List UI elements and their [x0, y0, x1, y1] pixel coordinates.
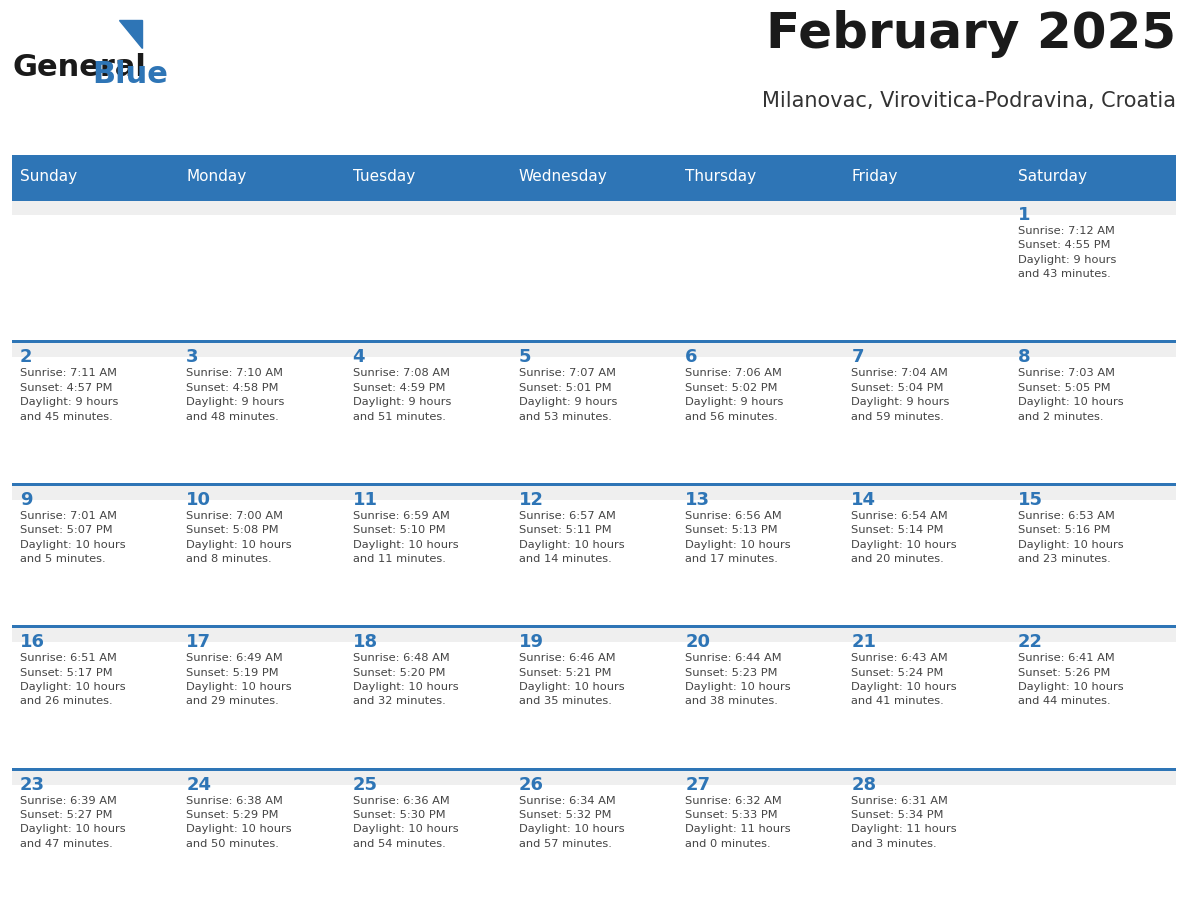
Text: 25: 25 [353, 776, 378, 793]
Text: Sunrise: 7:12 AM
Sunset: 4:55 PM
Daylight: 9 hours
and 43 minutes.: Sunrise: 7:12 AM Sunset: 4:55 PM Dayligh… [1018, 226, 1116, 279]
Bar [12, 767, 1176, 770]
Text: 23: 23 [20, 776, 45, 793]
Bar [511, 155, 677, 198]
Text: Wednesday: Wednesday [519, 169, 607, 184]
Text: 4: 4 [353, 349, 365, 366]
Text: Sunrise: 6:36 AM
Sunset: 5:30 PM
Daylight: 10 hours
and 54 minutes.: Sunrise: 6:36 AM Sunset: 5:30 PM Dayligh… [353, 796, 459, 849]
Bar [12, 499, 1176, 625]
Text: Sunrise: 6:59 AM
Sunset: 5:10 PM
Daylight: 10 hours
and 11 minutes.: Sunrise: 6:59 AM Sunset: 5:10 PM Dayligh… [353, 510, 459, 564]
Text: Blue: Blue [91, 60, 168, 89]
Bar [178, 155, 345, 198]
Bar [1010, 155, 1176, 198]
Bar [12, 343, 1176, 357]
Text: 3: 3 [187, 349, 198, 366]
Text: Sunrise: 7:06 AM
Sunset: 5:02 PM
Daylight: 9 hours
and 56 minutes.: Sunrise: 7:06 AM Sunset: 5:02 PM Dayligh… [685, 368, 784, 421]
Text: Sunrise: 6:34 AM
Sunset: 5:32 PM
Daylight: 10 hours
and 57 minutes.: Sunrise: 6:34 AM Sunset: 5:32 PM Dayligh… [519, 796, 625, 849]
Text: 8: 8 [1018, 349, 1030, 366]
Text: Sunrise: 6:41 AM
Sunset: 5:26 PM
Daylight: 10 hours
and 44 minutes.: Sunrise: 6:41 AM Sunset: 5:26 PM Dayligh… [1018, 654, 1124, 706]
Text: 10: 10 [187, 491, 211, 509]
Text: Sunrise: 6:49 AM
Sunset: 5:19 PM
Daylight: 10 hours
and 29 minutes.: Sunrise: 6:49 AM Sunset: 5:19 PM Dayligh… [187, 654, 292, 706]
Text: Sunrise: 6:44 AM
Sunset: 5:23 PM
Daylight: 10 hours
and 38 minutes.: Sunrise: 6:44 AM Sunset: 5:23 PM Dayligh… [685, 654, 791, 706]
Text: 17: 17 [187, 633, 211, 651]
Text: 7: 7 [852, 349, 864, 366]
Text: 14: 14 [852, 491, 877, 509]
Text: Sunrise: 7:07 AM
Sunset: 5:01 PM
Daylight: 9 hours
and 53 minutes.: Sunrise: 7:07 AM Sunset: 5:01 PM Dayligh… [519, 368, 618, 421]
Text: Sunrise: 7:04 AM
Sunset: 5:04 PM
Daylight: 9 hours
and 59 minutes.: Sunrise: 7:04 AM Sunset: 5:04 PM Dayligh… [852, 368, 949, 421]
Bar [12, 785, 1176, 910]
Text: Sunrise: 6:56 AM
Sunset: 5:13 PM
Daylight: 10 hours
and 17 minutes.: Sunrise: 6:56 AM Sunset: 5:13 PM Dayligh… [685, 510, 791, 564]
Text: Sunrise: 6:53 AM
Sunset: 5:16 PM
Daylight: 10 hours
and 23 minutes.: Sunrise: 6:53 AM Sunset: 5:16 PM Dayligh… [1018, 510, 1124, 564]
Bar [843, 155, 1010, 198]
Text: Sunrise: 7:03 AM
Sunset: 5:05 PM
Daylight: 10 hours
and 2 minutes.: Sunrise: 7:03 AM Sunset: 5:05 PM Dayligh… [1018, 368, 1124, 421]
Bar [12, 770, 1176, 785]
Text: Sunrise: 7:01 AM
Sunset: 5:07 PM
Daylight: 10 hours
and 5 minutes.: Sunrise: 7:01 AM Sunset: 5:07 PM Dayligh… [20, 510, 126, 564]
Text: Sunrise: 6:48 AM
Sunset: 5:20 PM
Daylight: 10 hours
and 32 minutes.: Sunrise: 6:48 AM Sunset: 5:20 PM Dayligh… [353, 654, 459, 706]
Text: 13: 13 [685, 491, 710, 509]
Text: General: General [12, 53, 146, 82]
Text: 11: 11 [353, 491, 378, 509]
Text: 16: 16 [20, 633, 45, 651]
Text: 1: 1 [1018, 206, 1030, 224]
Text: Sunrise: 6:32 AM
Sunset: 5:33 PM
Daylight: 11 hours
and 0 minutes.: Sunrise: 6:32 AM Sunset: 5:33 PM Dayligh… [685, 796, 791, 849]
Text: Thursday: Thursday [685, 169, 757, 184]
Text: Sunrise: 7:10 AM
Sunset: 4:58 PM
Daylight: 9 hours
and 48 minutes.: Sunrise: 7:10 AM Sunset: 4:58 PM Dayligh… [187, 368, 285, 421]
Text: Sunrise: 7:11 AM
Sunset: 4:57 PM
Daylight: 9 hours
and 45 minutes.: Sunrise: 7:11 AM Sunset: 4:57 PM Dayligh… [20, 368, 119, 421]
Text: Sunrise: 7:08 AM
Sunset: 4:59 PM
Daylight: 9 hours
and 51 minutes.: Sunrise: 7:08 AM Sunset: 4:59 PM Dayligh… [353, 368, 451, 421]
Text: 28: 28 [852, 776, 877, 793]
Text: 24: 24 [187, 776, 211, 793]
Text: 22: 22 [1018, 633, 1043, 651]
Text: 6: 6 [685, 349, 697, 366]
Bar [12, 483, 1176, 486]
Text: Monday: Monday [187, 169, 247, 184]
Text: 9: 9 [20, 491, 32, 509]
Bar [12, 628, 1176, 643]
Text: Sunrise: 6:46 AM
Sunset: 5:21 PM
Daylight: 10 hours
and 35 minutes.: Sunrise: 6:46 AM Sunset: 5:21 PM Dayligh… [519, 654, 625, 706]
Text: Saturday: Saturday [1018, 169, 1087, 184]
Text: 19: 19 [519, 633, 544, 651]
Text: February 2025: February 2025 [766, 10, 1176, 58]
Bar [12, 643, 1176, 767]
Text: 27: 27 [685, 776, 710, 793]
Bar [12, 341, 1176, 343]
Text: 15: 15 [1018, 491, 1043, 509]
Text: Sunrise: 7:00 AM
Sunset: 5:08 PM
Daylight: 10 hours
and 8 minutes.: Sunrise: 7:00 AM Sunset: 5:08 PM Dayligh… [187, 510, 292, 564]
Text: Sunrise: 6:39 AM
Sunset: 5:27 PM
Daylight: 10 hours
and 47 minutes.: Sunrise: 6:39 AM Sunset: 5:27 PM Dayligh… [20, 796, 126, 849]
Text: 2: 2 [20, 349, 32, 366]
Text: Sunrise: 6:38 AM
Sunset: 5:29 PM
Daylight: 10 hours
and 50 minutes.: Sunrise: 6:38 AM Sunset: 5:29 PM Dayligh… [187, 796, 292, 849]
Text: Tuesday: Tuesday [353, 169, 415, 184]
Bar [677, 155, 843, 198]
Text: 21: 21 [852, 633, 877, 651]
Text: 26: 26 [519, 776, 544, 793]
Text: Milanovac, Virovitica-Podravina, Croatia: Milanovac, Virovitica-Podravina, Croatia [762, 91, 1176, 111]
Bar [12, 201, 1176, 215]
Text: Friday: Friday [852, 169, 898, 184]
Text: Sunrise: 6:54 AM
Sunset: 5:14 PM
Daylight: 10 hours
and 20 minutes.: Sunrise: 6:54 AM Sunset: 5:14 PM Dayligh… [852, 510, 958, 564]
Polygon shape [119, 20, 143, 48]
Bar [12, 215, 1176, 341]
Text: 5: 5 [519, 349, 531, 366]
Text: 12: 12 [519, 491, 544, 509]
Text: Sunrise: 6:57 AM
Sunset: 5:11 PM
Daylight: 10 hours
and 14 minutes.: Sunrise: 6:57 AM Sunset: 5:11 PM Dayligh… [519, 510, 625, 564]
Bar [12, 625, 1176, 628]
Text: 20: 20 [685, 633, 710, 651]
Text: Sunrise: 6:31 AM
Sunset: 5:34 PM
Daylight: 11 hours
and 3 minutes.: Sunrise: 6:31 AM Sunset: 5:34 PM Dayligh… [852, 796, 958, 849]
Text: Sunday: Sunday [20, 169, 77, 184]
Bar [12, 486, 1176, 499]
Text: 18: 18 [353, 633, 378, 651]
Bar [12, 357, 1176, 483]
Text: Sunrise: 6:51 AM
Sunset: 5:17 PM
Daylight: 10 hours
and 26 minutes.: Sunrise: 6:51 AM Sunset: 5:17 PM Dayligh… [20, 654, 126, 706]
Text: Sunrise: 6:43 AM
Sunset: 5:24 PM
Daylight: 10 hours
and 41 minutes.: Sunrise: 6:43 AM Sunset: 5:24 PM Dayligh… [852, 654, 958, 706]
Bar [12, 198, 1176, 201]
Bar [12, 155, 178, 198]
Bar [345, 155, 511, 198]
